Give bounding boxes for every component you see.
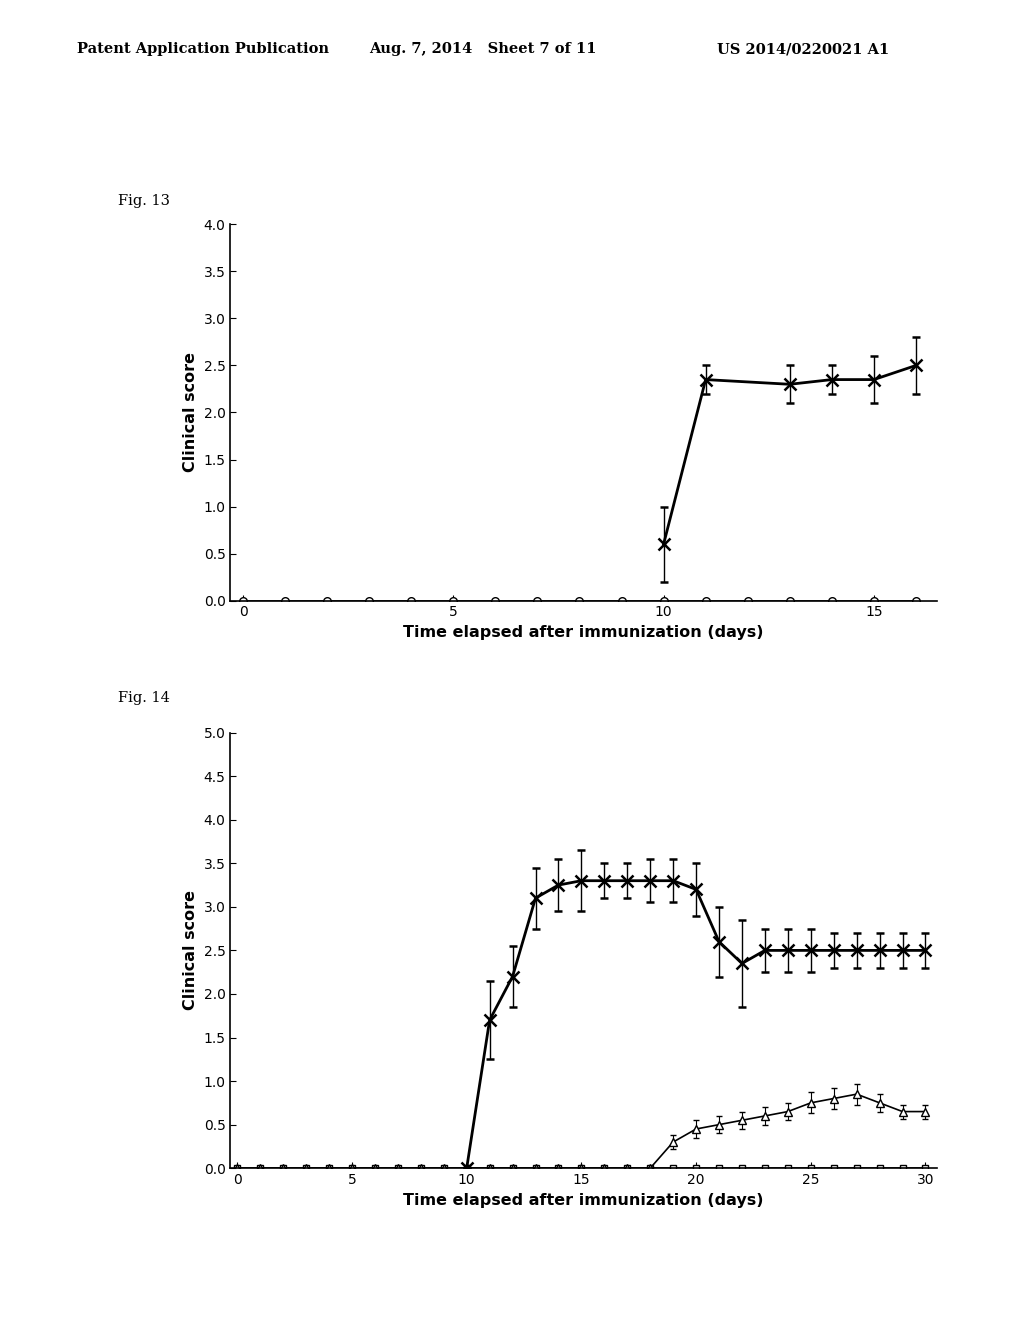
- Text: Fig. 14: Fig. 14: [118, 692, 170, 705]
- Text: Aug. 7, 2014   Sheet 7 of 11: Aug. 7, 2014 Sheet 7 of 11: [369, 42, 596, 57]
- X-axis label: Time elapsed after immunization (days): Time elapsed after immunization (days): [403, 624, 764, 640]
- Y-axis label: Clinical score: Clinical score: [183, 891, 198, 1010]
- Text: Patent Application Publication: Patent Application Publication: [77, 42, 329, 57]
- X-axis label: Time elapsed after immunization (days): Time elapsed after immunization (days): [403, 1192, 764, 1208]
- Text: US 2014/0220021 A1: US 2014/0220021 A1: [717, 42, 889, 57]
- Text: Fig. 13: Fig. 13: [118, 194, 170, 207]
- Y-axis label: Clinical score: Clinical score: [183, 352, 198, 473]
